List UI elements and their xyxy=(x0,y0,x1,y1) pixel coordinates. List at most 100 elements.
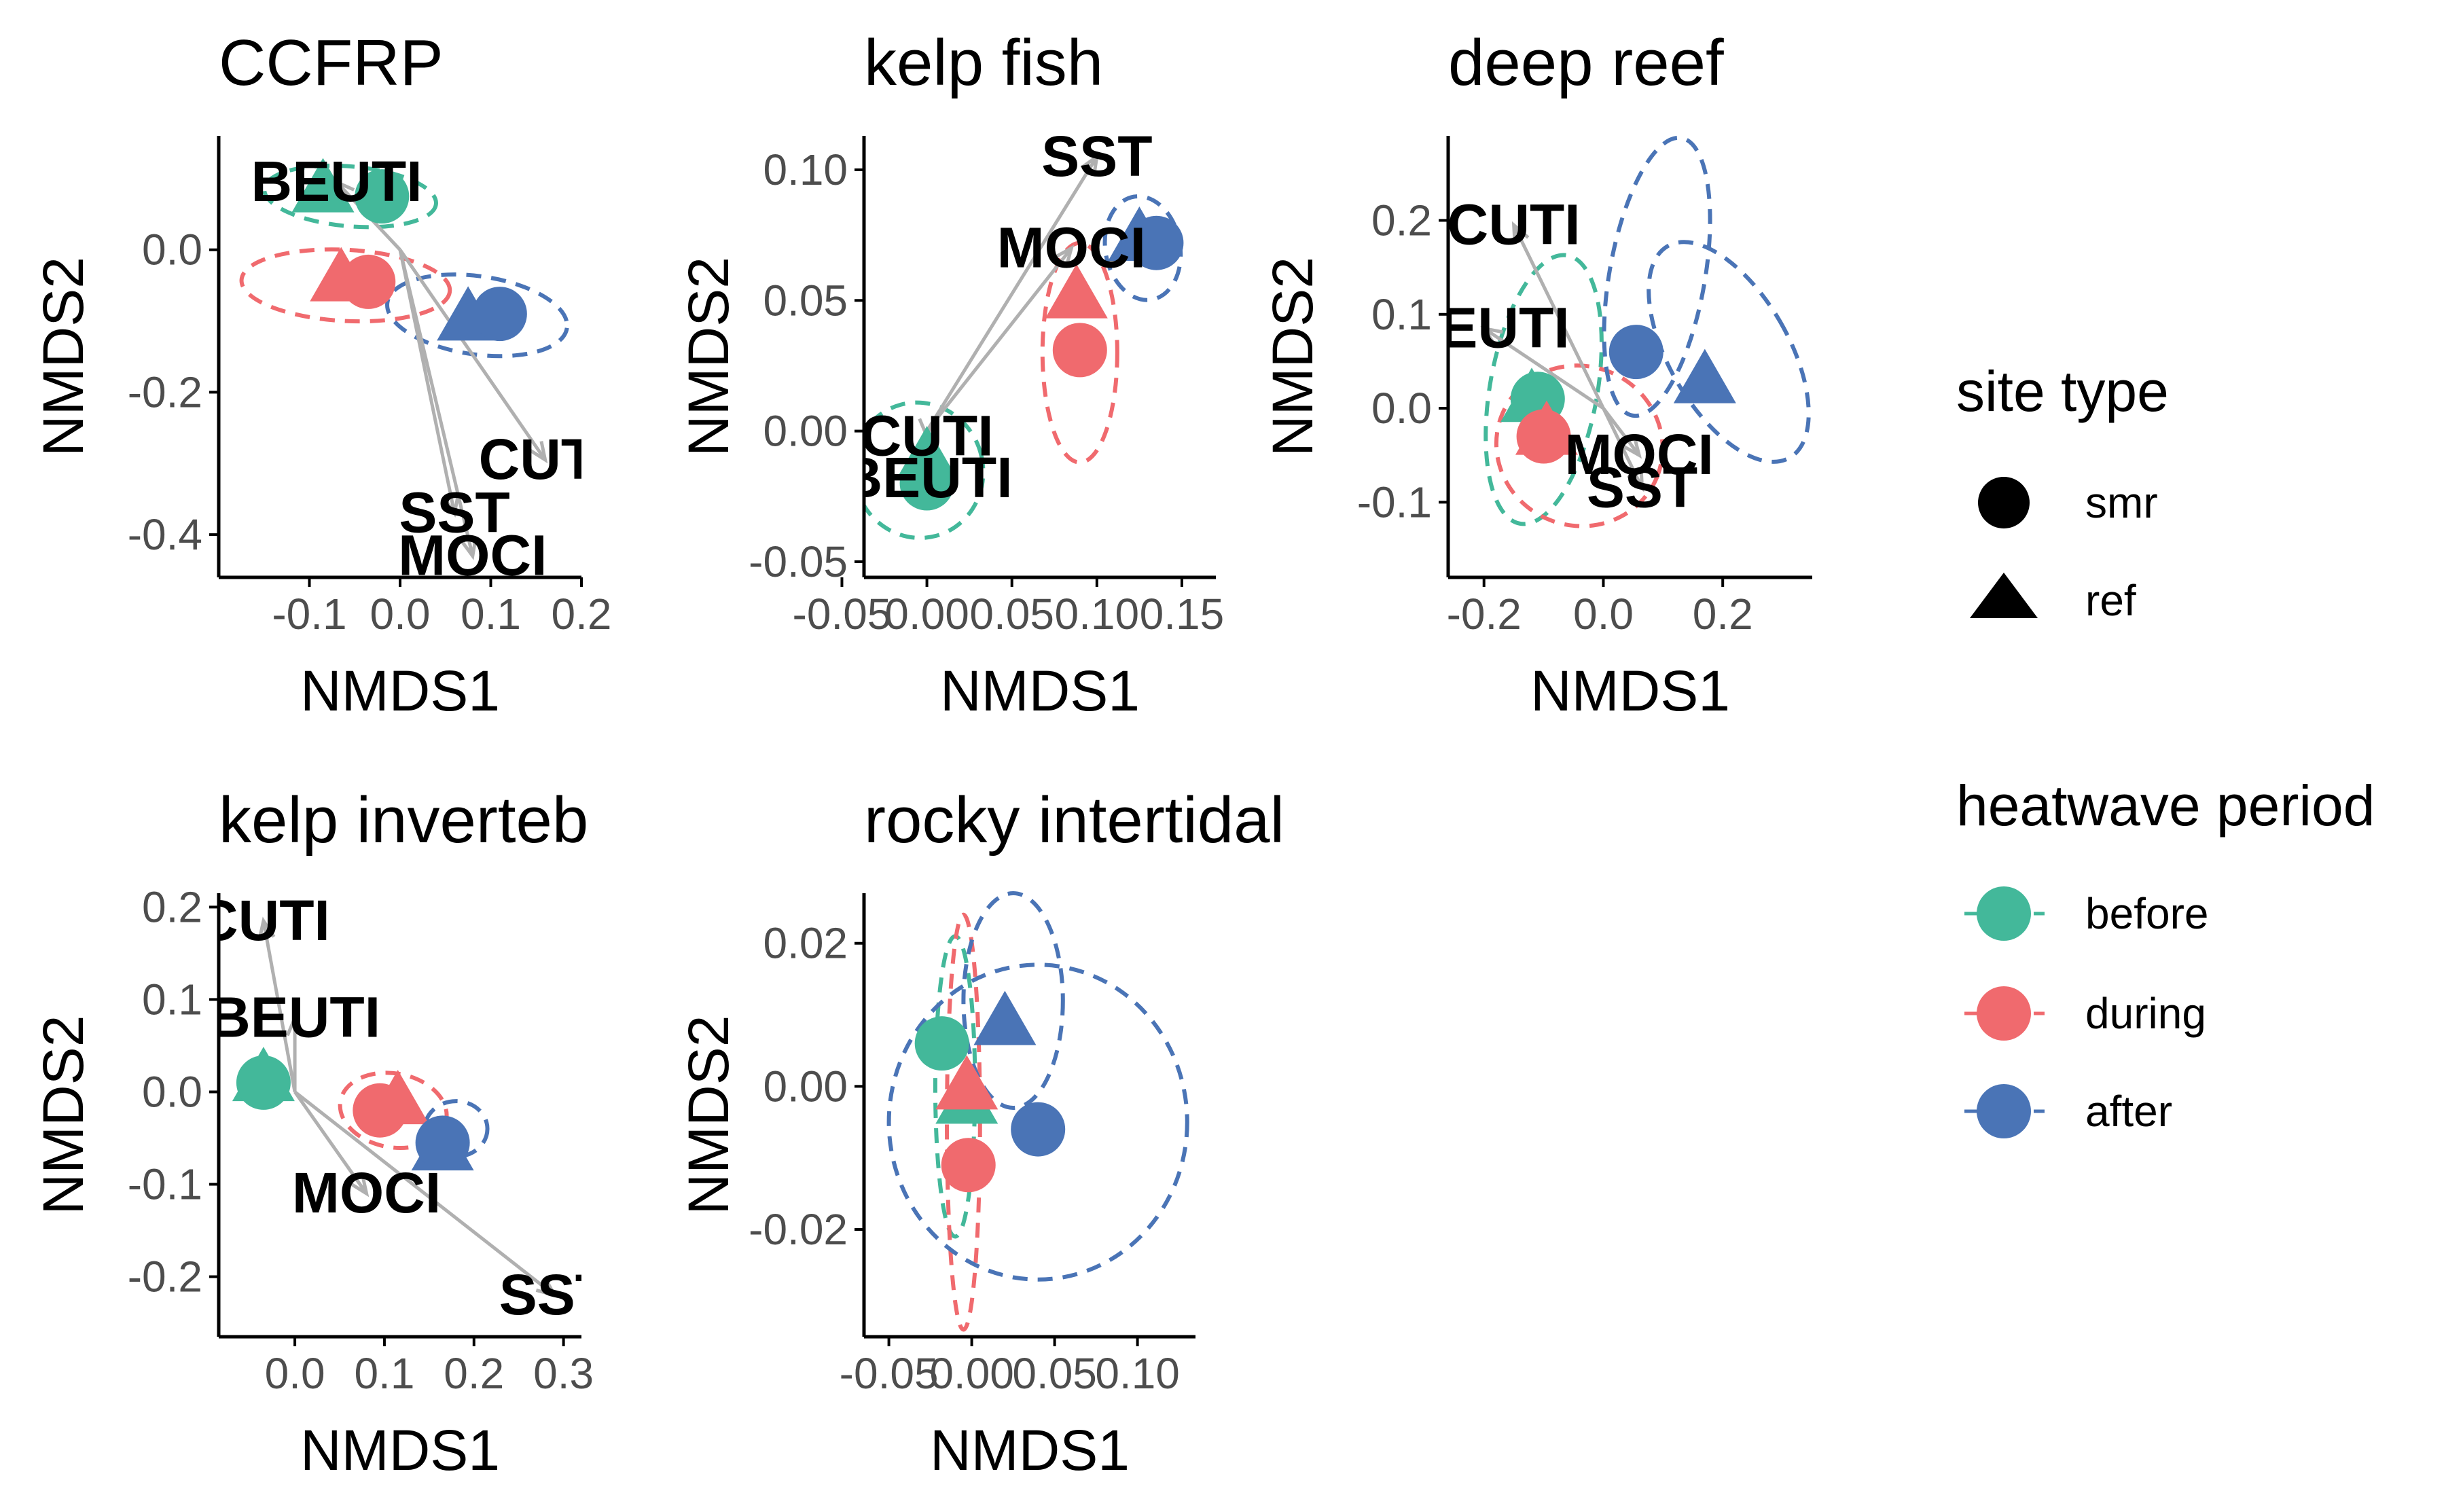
x-tick-label: 0.1 xyxy=(354,1349,414,1398)
legend-during-label: during xyxy=(2085,989,2206,1038)
x-tick-label: 0.2 xyxy=(444,1349,504,1398)
x-tick-label: 0.3 xyxy=(533,1349,594,1398)
panel-title: kelp fish xyxy=(864,26,1103,99)
x-tick-label: -0.05 xyxy=(793,590,892,638)
y-tick-label: 0.10 xyxy=(763,145,848,194)
point-during-smr xyxy=(341,254,396,309)
x-tick-label: -0.2 xyxy=(1447,590,1522,638)
point-after-smr xyxy=(472,287,527,342)
y-tick-label: 0.1 xyxy=(142,975,202,1024)
legend-after-marker xyxy=(1977,1084,2031,1138)
ellipse-before xyxy=(262,163,438,230)
plot-area xyxy=(886,891,1189,1332)
y-tick-label: -0.05 xyxy=(749,537,848,586)
vector-arrow xyxy=(262,920,297,1092)
vector-arrow xyxy=(293,1090,556,1297)
x-axis-title: NMDS1 xyxy=(1530,659,1730,723)
legend-ref-label: ref xyxy=(2085,576,2136,625)
vector-arrowhead xyxy=(257,916,276,940)
vector-label: SST xyxy=(499,1263,610,1327)
legend-color-title: heatwave period xyxy=(1956,774,2375,838)
point-before-smr xyxy=(236,1055,291,1110)
y-tick-label: 0.00 xyxy=(763,1062,848,1111)
y-tick-label: 0.0 xyxy=(142,1067,202,1116)
y-axis-title: NMDS2 xyxy=(677,257,740,456)
legend-after-label: after xyxy=(2085,1087,2172,1136)
x-tick-label: 0.15 xyxy=(1140,590,1225,638)
ellipse-after xyxy=(422,1099,490,1159)
vector-label: MOCI xyxy=(1565,422,1714,486)
panel-title: deep reef xyxy=(1448,26,1724,99)
vector-label: CUTI xyxy=(479,427,612,491)
y-tick-label: -0.4 xyxy=(128,510,202,559)
point-after-smr xyxy=(1608,325,1663,380)
y-tick-label: 0.2 xyxy=(1371,196,1432,245)
vector-label: SST xyxy=(1587,456,1697,520)
ellipse-during xyxy=(239,247,452,324)
x-tick-label: 0.10 xyxy=(1055,590,1140,638)
vector-label: SST xyxy=(1041,124,1152,188)
vector-arrow xyxy=(925,247,1073,433)
y-tick-label: 0.00 xyxy=(763,407,848,456)
vector-arrowhead xyxy=(1626,469,1644,492)
vector-arrowhead xyxy=(285,1013,304,1037)
vector-label: BEUTI xyxy=(842,446,1013,509)
ellipse-after xyxy=(886,962,1189,1282)
vector-label: MOCI xyxy=(398,524,547,588)
vector-arrow xyxy=(398,249,475,557)
y-tick-label: 0.0 xyxy=(1371,384,1432,433)
vector-label: BEUTI xyxy=(251,149,422,213)
x-axis-title: NMDS1 xyxy=(940,659,1140,723)
y-tick-label: -0.2 xyxy=(128,1253,202,1301)
panel-title: rocky intertidal xyxy=(864,784,1284,857)
y-tick-label: -0.1 xyxy=(128,1160,202,1209)
point-during-smr xyxy=(1516,409,1571,464)
y-tick-label: 0.2 xyxy=(142,882,202,931)
x-tick-label: 0.05 xyxy=(1012,1349,1097,1398)
y-axis-title: NMDS2 xyxy=(1261,257,1325,456)
point-after-smr xyxy=(1129,215,1184,270)
point-before-smr xyxy=(899,456,954,511)
vector-arrow xyxy=(398,249,547,461)
x-tick-label: 0.0 xyxy=(370,590,431,638)
legend-smr-label: smr xyxy=(2085,478,2158,527)
vector-label: MOCI xyxy=(997,215,1146,279)
vector-arrow xyxy=(1483,327,1604,410)
vector-arrowhead xyxy=(535,1278,558,1298)
x-tick-label: 0.0 xyxy=(1573,590,1634,638)
legend-ref-marker xyxy=(1970,573,2038,618)
vector-arrow xyxy=(1512,224,1605,410)
vector-arrow xyxy=(293,1091,368,1195)
x-axis-title: NMDS1 xyxy=(300,659,500,723)
x-tick-label: 0.1 xyxy=(461,590,521,638)
vector-label: BEUTI xyxy=(209,986,380,1049)
point-after-smr xyxy=(415,1115,470,1170)
legend-smr-marker xyxy=(1978,477,2030,528)
point-during-smr xyxy=(1052,323,1107,378)
x-tick-label: -0.1 xyxy=(272,590,346,638)
y-axis-title: NMDS2 xyxy=(31,257,95,456)
vector-label: CUTI xyxy=(1447,192,1581,256)
point-during-smr xyxy=(941,1138,996,1193)
vector-arrowhead xyxy=(528,441,548,464)
x-axis-title: NMDS1 xyxy=(300,1418,500,1482)
vector-label: MOCI xyxy=(292,1161,441,1225)
plot-area: CUTI BEUTI MOCI SST xyxy=(209,888,610,1327)
vector-arrow xyxy=(925,156,1098,432)
x-tick-label: 0.05 xyxy=(969,590,1054,638)
x-tick-label: 0.00 xyxy=(884,590,969,638)
legend-before-label: before xyxy=(2085,889,2208,938)
ellipse-after xyxy=(961,891,1065,1110)
panel-4: rocky intertidal-0.050.000.050.10-0.020.… xyxy=(677,784,1284,1482)
vector-arrowhead xyxy=(442,494,461,518)
x-tick-label: -0.05 xyxy=(840,1349,939,1398)
point-before-smr xyxy=(914,1016,969,1071)
vector-arrowhead xyxy=(1511,221,1530,245)
x-tick-label: 0.2 xyxy=(1693,590,1753,638)
vector-label: CUTI xyxy=(861,403,994,467)
